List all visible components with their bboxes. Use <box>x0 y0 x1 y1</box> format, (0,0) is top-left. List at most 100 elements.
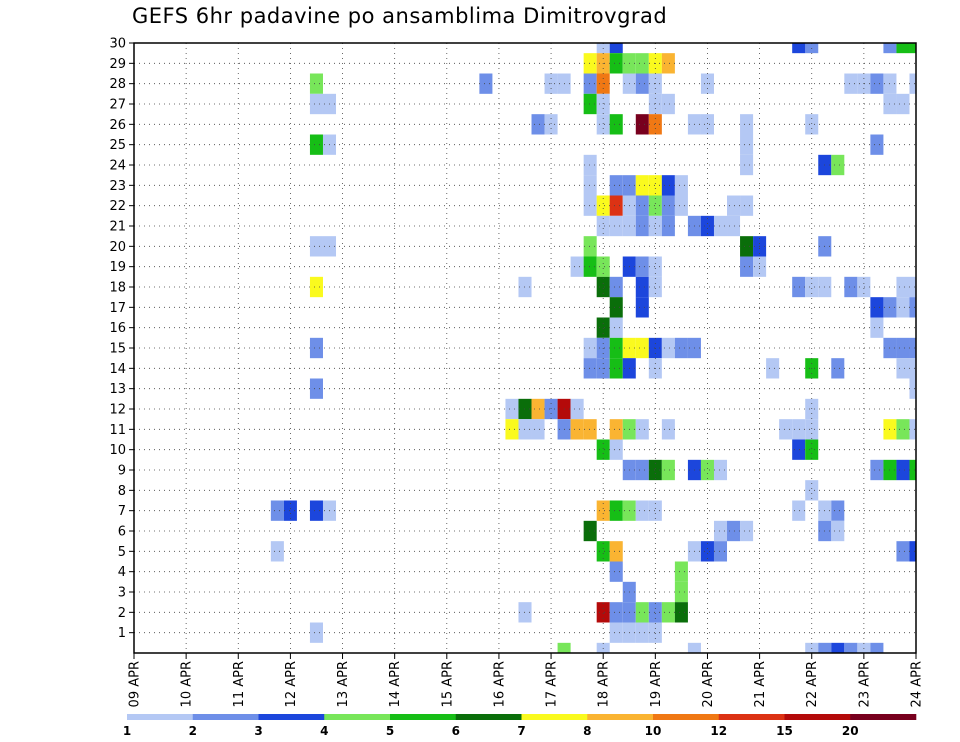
legend-label: 7 <box>517 724 525 738</box>
heatmap-cell <box>635 195 649 216</box>
heatmap-cell <box>805 114 819 135</box>
heatmap-cell <box>609 561 623 582</box>
heatmap-cell <box>270 541 284 562</box>
y-tick-label: 16 <box>109 321 126 336</box>
legend-label: 20 <box>842 724 859 738</box>
heatmap-cell <box>844 73 858 94</box>
heatmap-cell <box>740 256 754 277</box>
heatmap-cell <box>713 215 728 237</box>
heatmap-cell <box>609 175 623 196</box>
heatmap-cell <box>609 215 623 237</box>
heatmap-cell <box>635 73 649 94</box>
y-tick-label: 24 <box>109 159 126 174</box>
heatmap-cell <box>740 236 754 257</box>
heatmap-cell <box>635 419 649 440</box>
heatmap-cell <box>583 337 597 359</box>
legend-label: 1 <box>123 724 131 738</box>
heatmap-cell <box>740 114 754 135</box>
y-tick-label: 20 <box>109 240 126 255</box>
heatmap-cell <box>583 195 597 216</box>
heatmap-cell <box>896 459 910 481</box>
legend-swatch <box>521 714 588 720</box>
heatmap-cell <box>661 419 675 440</box>
heatmap-cell <box>648 114 662 135</box>
heatmap-cell <box>909 337 916 359</box>
legend-label: 2 <box>189 724 197 738</box>
y-tick-label: 23 <box>109 179 126 194</box>
x-tick-label: 16 APR <box>492 661 507 707</box>
y-tick-label: 26 <box>109 118 126 133</box>
y-tick-label: 17 <box>109 301 126 316</box>
heatmap-cell <box>727 195 741 216</box>
heatmap-cell <box>609 439 623 460</box>
heatmap-cell <box>805 480 819 501</box>
heatmap-cell <box>505 419 519 440</box>
heatmap-cell <box>700 215 714 237</box>
heatmap-cell <box>909 358 916 379</box>
y-tick-label: 18 <box>109 281 126 296</box>
y-tick-label: 30 <box>109 37 126 52</box>
heatmap-cell <box>557 642 571 653</box>
y-tick-label: 12 <box>109 403 126 418</box>
heatmap-cell <box>896 93 910 115</box>
heatmap-cell <box>779 419 793 440</box>
heatmap-cell <box>648 215 662 237</box>
heatmap-cell <box>687 642 701 653</box>
heatmap-cell <box>596 276 610 298</box>
heatmap-cell <box>674 602 688 623</box>
legend-swatch <box>653 714 720 720</box>
legend-swatch <box>324 714 391 720</box>
heatmap-cell <box>270 500 284 521</box>
heatmap-cell <box>648 276 662 298</box>
heatmap-cell <box>805 439 819 460</box>
heatmap-cell <box>609 419 623 440</box>
heatmap-cell <box>831 520 845 542</box>
heatmap-cell <box>635 256 649 277</box>
heatmap-cell <box>792 43 806 54</box>
heatmap-cell <box>635 459 649 481</box>
heatmap-cell <box>896 419 910 440</box>
heatmap-cell <box>609 114 623 135</box>
heatmap-cell <box>896 541 910 562</box>
heatmap-cell <box>583 236 597 257</box>
heatmap-cell <box>609 337 623 359</box>
chart-title: GEFS 6hr padavine po ansamblima Dimitrov… <box>132 4 668 28</box>
color-legend: 1 2 3 4 5 6 7 8 10 12 15 20 <box>123 714 917 738</box>
y-tick-label: 27 <box>109 98 126 113</box>
heatmap-cell <box>309 134 323 155</box>
x-tick-label: 24 APR <box>910 661 925 707</box>
heatmap-cell <box>596 642 610 653</box>
heatmap-cell <box>740 154 754 176</box>
heatmap-cell <box>909 459 916 481</box>
heatmap-cell <box>766 358 780 379</box>
heatmap-cell <box>583 175 597 196</box>
heatmap-cell <box>661 337 675 359</box>
heatmap-cell <box>909 541 916 562</box>
heatmap-cell <box>570 419 584 440</box>
x-tick-label: 18 APR <box>597 661 612 707</box>
heatmap-cell <box>661 53 675 74</box>
y-tick-label: 7 <box>118 504 126 519</box>
heatmap-cell <box>661 602 675 623</box>
heatmap-cell <box>648 500 662 521</box>
heatmap-cell <box>831 154 845 176</box>
heatmap-cell <box>713 520 728 542</box>
legend-label: 6 <box>452 724 460 738</box>
heatmap-cell <box>870 317 884 338</box>
heatmap-cell <box>596 500 610 521</box>
x-tick-label: 20 APR <box>701 661 716 707</box>
heatmap-cell <box>674 337 688 359</box>
legend-swatch <box>784 714 851 720</box>
heatmap-cell <box>596 602 610 623</box>
heatmap-cell <box>596 439 610 460</box>
heatmap-cell <box>648 175 662 196</box>
heatmap-cell <box>570 256 584 277</box>
heatmap-cell <box>648 622 662 643</box>
heatmap-cell <box>700 114 714 135</box>
heatmap-cell <box>583 154 597 176</box>
x-tick-label: 11 APR <box>232 661 247 707</box>
heatmap-cell <box>661 459 675 481</box>
x-tick-label: 09 APR <box>128 661 143 707</box>
heatmap-cell <box>805 276 819 298</box>
heatmap-cell <box>674 561 688 582</box>
